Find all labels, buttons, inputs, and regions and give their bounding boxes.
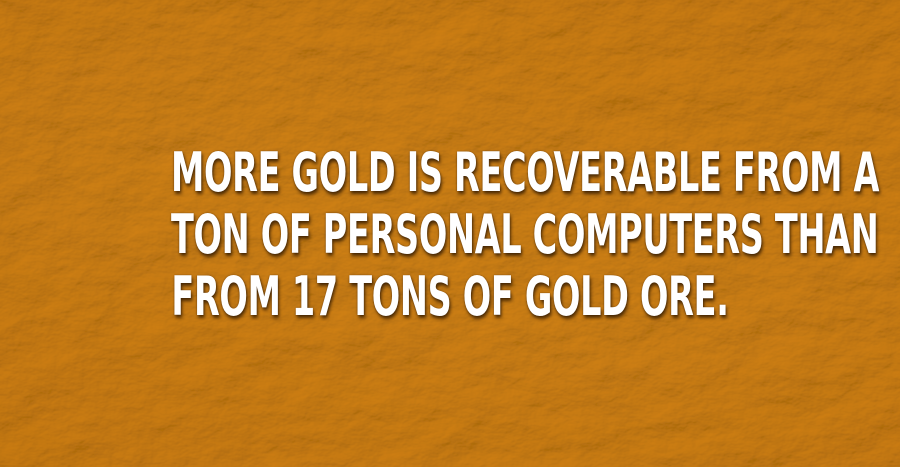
caption-line-2: TON OF PERSONAL COMPUTERS THAN	[171, 203, 879, 266]
caption-line-1: MORE GOLD IS RECOVERABLE FROM A	[171, 141, 880, 204]
fact-caption: MORE GOLD IS RECOVERABLE FROM A TON OF P…	[171, 141, 880, 328]
caption-line-3: FROM 17 TONS OF GOLD ORE.	[171, 265, 729, 328]
